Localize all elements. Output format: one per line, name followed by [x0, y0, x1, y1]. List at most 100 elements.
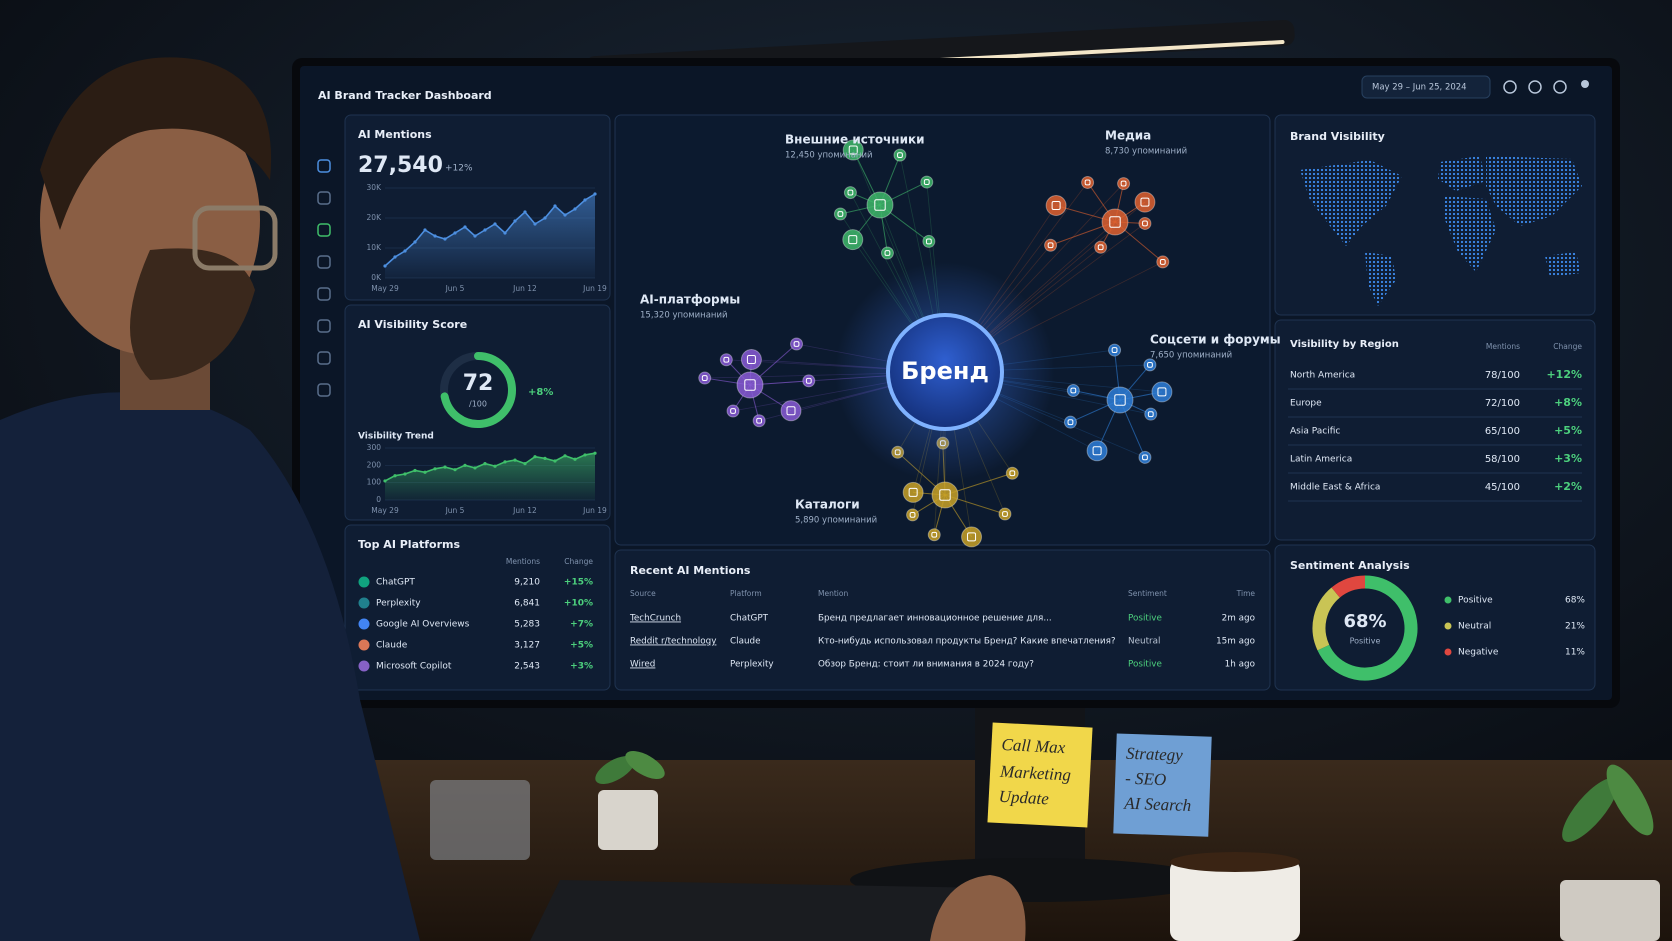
platform-mentions: 3,127 [514, 641, 540, 651]
node-icon [1114, 394, 1126, 406]
column-header: Mentions [506, 557, 540, 566]
point [433, 234, 437, 238]
column-header: Change [1553, 342, 1582, 351]
cluster-name: Соцсети и форумы [1150, 333, 1281, 347]
node-icon [897, 152, 903, 159]
source-link[interactable]: TechCrunch [629, 614, 681, 624]
column-header: Change [564, 557, 593, 566]
node-icon [1140, 197, 1150, 207]
dashboard-title: AI Brand Tracker Dashboard [318, 89, 492, 102]
network-node [726, 404, 740, 418]
network-node [920, 175, 934, 189]
network-node [1101, 208, 1129, 236]
y-tick-label: 20K [367, 213, 383, 222]
network-node [698, 371, 712, 385]
x-tick-label: May 29 [371, 284, 399, 293]
network-node [931, 481, 959, 509]
nav-icon[interactable] [317, 351, 331, 365]
donut-segment [1317, 575, 1418, 681]
date-range[interactable]: May 29 – Jun 25, 2024 [1372, 83, 1467, 93]
nav-icon[interactable] [317, 383, 331, 397]
nav-icon[interactable] [317, 287, 331, 301]
node-icon [723, 356, 730, 363]
legend-name: Negative [1458, 648, 1499, 658]
nav-icon[interactable] [317, 159, 331, 173]
x-tick-label: Jun 12 [512, 284, 537, 293]
network-node [1117, 177, 1131, 191]
y-tick-label: 10K [367, 243, 383, 252]
node-icon [1051, 201, 1061, 211]
nav-icon[interactable] [317, 191, 331, 205]
column-header: Platform [730, 589, 762, 598]
nav-icon[interactable] [317, 319, 331, 333]
panel-title: Sentiment Analysis [1290, 559, 1410, 572]
plant-leaf [1606, 764, 1654, 836]
network-node [902, 481, 924, 503]
point [563, 454, 567, 458]
network-node [842, 139, 864, 161]
region-name: North America [1290, 371, 1355, 381]
point [473, 466, 477, 470]
network-node [1138, 216, 1152, 230]
node-icon [701, 375, 708, 381]
continent [1545, 252, 1581, 277]
platform-change: +10% [564, 599, 593, 609]
node-icon [746, 355, 756, 365]
point [503, 231, 507, 235]
network-node [740, 349, 762, 371]
platform-icon [358, 576, 370, 588]
panel-title: Recent AI Mentions [630, 564, 751, 577]
note-text: Call Max [1001, 735, 1066, 757]
search-icon[interactable] [1503, 80, 1517, 94]
source-link[interactable]: Wired [630, 660, 655, 670]
notification-icon[interactable] [1528, 80, 1542, 94]
region-score: 58/100 [1485, 454, 1520, 465]
network-node [719, 353, 733, 367]
region-score: 78/100 [1485, 370, 1520, 381]
legend-value: 68% [1565, 596, 1585, 606]
panel-subtitle: Visibility Trend [358, 432, 434, 442]
legend-value: 21% [1565, 622, 1585, 632]
platform-name: Perplexity [376, 599, 421, 609]
user-icon[interactable] [1581, 80, 1589, 88]
mention-cell: Обзор Бренд: стоит ли внимания в 2024 го… [818, 660, 1034, 670]
point [543, 456, 547, 460]
brand-label: Бренд [901, 357, 989, 385]
panel-title: AI Mentions [358, 128, 432, 141]
column-header: Source [630, 589, 656, 598]
region-name: Middle East & Africa [1290, 483, 1380, 493]
note-text: Marketing [999, 762, 1072, 785]
hair [40, 57, 272, 230]
column-header: Mention [818, 589, 848, 598]
region-name: Europe [1290, 399, 1322, 409]
date-picker[interactable] [1361, 75, 1491, 99]
node-icon [1142, 454, 1148, 461]
nav-icon[interactable] [317, 255, 331, 269]
source-link[interactable]: Reddit r/technology [630, 637, 716, 647]
torso [0, 392, 420, 941]
continent [1486, 156, 1582, 226]
mentions-change: +12% [445, 164, 473, 174]
nav-icon[interactable] [317, 223, 331, 237]
point [493, 222, 497, 226]
y-tick-label: 0K [371, 273, 382, 282]
settings-icon[interactable] [1553, 80, 1567, 94]
region-score: 72/100 [1485, 398, 1520, 409]
platform-change: +5% [570, 641, 593, 651]
point [533, 455, 537, 459]
region-change: +12% [1546, 368, 1582, 381]
cluster-count: 15,320 упоминаний [640, 311, 728, 321]
panel-title: AI Visibility Score [358, 318, 467, 331]
donut-center-label: Positive [1350, 637, 1381, 646]
y-tick-label: 100 [367, 478, 382, 487]
node-icon [874, 199, 886, 211]
sidebar [317, 159, 331, 397]
point [553, 204, 557, 208]
plant-leaf [595, 756, 635, 784]
cluster-name: Каталоги [795, 498, 860, 512]
score-change: +8% [528, 387, 553, 398]
node-icon [1109, 216, 1121, 228]
network-node [1156, 255, 1170, 269]
point [453, 231, 457, 235]
legend-name: Positive [1458, 596, 1493, 606]
